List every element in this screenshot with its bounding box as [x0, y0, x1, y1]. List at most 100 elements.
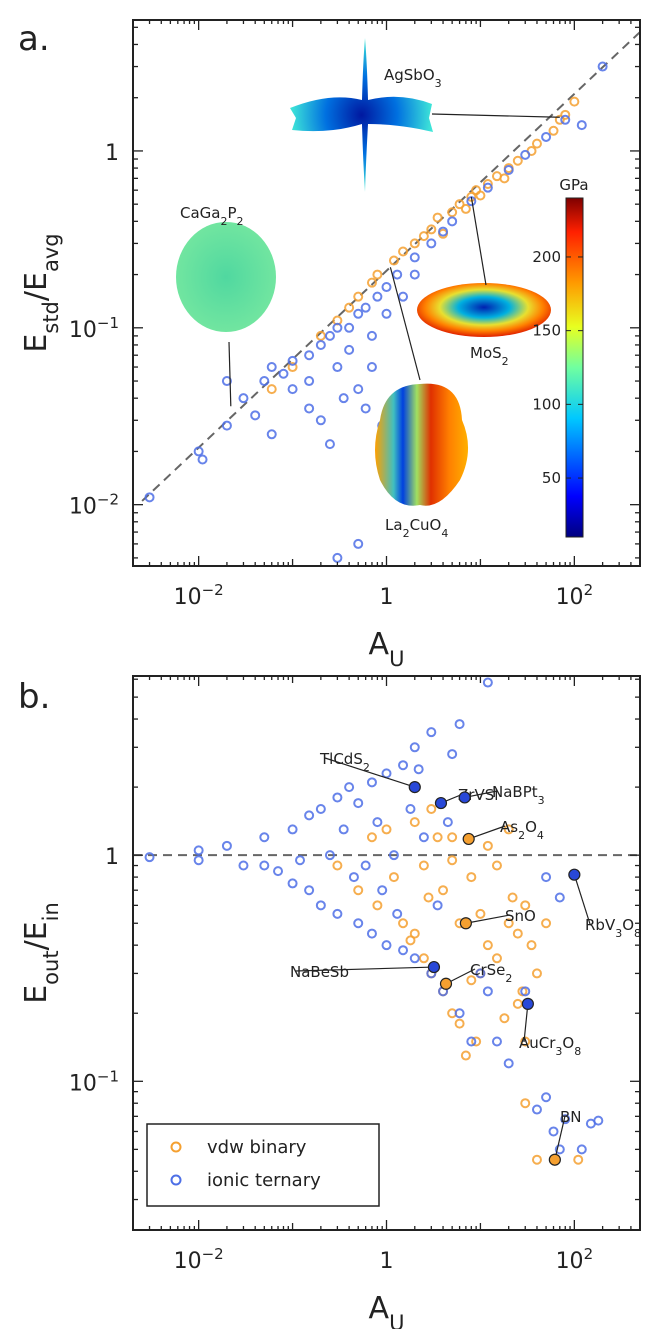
- data-point-ionic-ternary: [332, 362, 343, 373]
- panel-a-insets: [176, 38, 551, 506]
- data-point-ionic-ternary: [332, 908, 343, 919]
- data-point-ionic-ternary: [418, 832, 429, 843]
- data-point-vdw-binary: [512, 928, 523, 939]
- data-point-ionic-ternary: [409, 252, 420, 263]
- highlighted-point-BN: [548, 1153, 561, 1166]
- data-point-vdw-binary: [409, 238, 420, 249]
- agsbo3-surface: [290, 38, 433, 192]
- annotation-NaBPt3: NaBPt3: [492, 783, 545, 807]
- colorbar-tick-label: 50: [542, 469, 561, 487]
- data-point-ionic-ternary: [466, 1036, 477, 1047]
- data-point-ionic-ternary: [259, 376, 270, 387]
- data-point-ionic-ternary: [520, 986, 531, 997]
- annotation-RbV3O8: RbV3O8: [585, 916, 641, 940]
- data-point-ionic-ternary: [541, 131, 552, 142]
- data-point-ionic-ternary: [144, 852, 155, 863]
- data-point-ionic-ternary: [338, 824, 349, 835]
- data-point-vdw-binary: [332, 860, 343, 871]
- la2cuo4-surface: [375, 383, 469, 506]
- data-point-vdw-binary: [475, 908, 486, 919]
- data-point-vdw-binary: [353, 885, 364, 896]
- annotation-CrSe2: CrSe2: [470, 961, 512, 985]
- data-point-ionic-ternary: [576, 1144, 587, 1155]
- data-point-ionic-ternary: [332, 552, 343, 563]
- data-point-ionic-ternary: [398, 291, 409, 302]
- data-point-ionic-ternary: [381, 768, 392, 779]
- data-point-ionic-ternary: [576, 120, 587, 131]
- data-point-vdw-binary: [388, 255, 399, 266]
- annotation-As2O4: As2O4: [500, 818, 544, 842]
- data-point-ionic-ternary: [295, 855, 306, 866]
- highlighted-point-RbV3O8: [568, 868, 581, 881]
- data-point-vdw-binary: [482, 940, 493, 951]
- data-point-ionic-ternary: [372, 817, 383, 828]
- highlighted-point-TlCdS2: [408, 781, 421, 794]
- data-point-ionic-ternary: [324, 439, 335, 450]
- highlighted-point-CrSe2: [439, 977, 453, 990]
- highlighted-point-NaBeSb: [427, 960, 441, 974]
- data-point-ionic-ternary: [454, 1008, 465, 1019]
- data-point-vdw-binary: [372, 900, 383, 911]
- data-point-ionic-ternary: [353, 384, 364, 395]
- data-point-vdw-binary: [432, 212, 443, 223]
- annotation-La2CuO4: La2CuO4: [385, 516, 448, 540]
- data-point-vdw-binary: [423, 892, 434, 903]
- data-point-ionic-ternary: [287, 355, 298, 366]
- highlighted-point-ZrVSi: [434, 796, 448, 810]
- data-point-vdw-binary: [418, 231, 429, 242]
- data-point-vdw-binary: [531, 1154, 542, 1165]
- highlighted-point-SnO: [459, 917, 472, 930]
- data-point-ionic-ternary: [324, 850, 335, 861]
- data-point-vdw-binary: [438, 885, 449, 896]
- data-point-ionic-ternary: [221, 420, 232, 431]
- data-point-ionic-ternary: [332, 792, 343, 803]
- data-point-ionic-ternary: [366, 928, 377, 939]
- x-tick-label: 1: [380, 585, 394, 610]
- data-point-vdw-binary: [475, 190, 486, 201]
- data-point-ionic-ternary: [560, 114, 571, 125]
- data-point-ionic-ternary: [438, 226, 449, 237]
- data-point-vdw-binary: [315, 330, 326, 341]
- data-point-vdw-binary: [454, 1018, 465, 1029]
- legend-marker-vdw: [170, 1141, 182, 1153]
- colorbar-tick-label: 150: [532, 322, 561, 340]
- data-point-vdw-binary: [381, 824, 392, 835]
- annotation-leader: [470, 196, 487, 286]
- data-point-ionic-ternary: [315, 900, 326, 911]
- data-point-vdw-binary: [398, 246, 409, 257]
- data-point-vdw-binary: [418, 953, 429, 964]
- data-point-vdw-binary: [409, 817, 420, 828]
- annotation-MoS2: MoS2: [470, 344, 509, 368]
- data-point-ionic-ternary: [353, 538, 364, 549]
- annotation-NaBeSb: NaBeSb: [290, 963, 349, 981]
- data-point-vdw-binary: [499, 173, 510, 184]
- colorbar-tick-label: 200: [532, 248, 561, 266]
- data-point-ionic-ternary: [315, 415, 326, 426]
- data-point-vdw-binary: [499, 1013, 510, 1024]
- data-point-vdw-binary: [460, 1050, 471, 1061]
- data-point-vdw-binary: [447, 207, 458, 218]
- legend-label-ionic: ionic ternary: [207, 1170, 321, 1191]
- data-point-vdw-binary: [471, 1036, 482, 1047]
- data-point-ionic-ternary: [259, 860, 270, 871]
- legend-box: [146, 1123, 380, 1207]
- data-point-vdw-binary: [531, 138, 542, 149]
- data-point-vdw-binary: [466, 872, 477, 883]
- data-point-vdw-binary: [454, 199, 465, 210]
- highlighted-point-As2O4: [462, 832, 475, 846]
- data-point-ionic-ternary: [409, 953, 420, 964]
- data-point-vdw-binary: [409, 928, 420, 939]
- data-point-vdw-binary: [447, 855, 458, 866]
- y-tick-label: 10−2: [69, 491, 119, 520]
- data-point-vdw-binary: [507, 892, 518, 903]
- data-point-ionic-ternary: [344, 322, 355, 333]
- annotation-leader: [324, 757, 415, 788]
- data-point-ionic-ternary: [344, 782, 355, 793]
- data-point-ionic-ternary: [287, 878, 298, 889]
- highlighted-point-NaBPt3: [458, 791, 471, 804]
- data-point-ionic-ternary: [405, 804, 416, 815]
- data-point-vdw-binary: [398, 918, 409, 929]
- data-point-ionic-ternary: [238, 860, 249, 871]
- data-point-vdw-binary: [503, 824, 514, 835]
